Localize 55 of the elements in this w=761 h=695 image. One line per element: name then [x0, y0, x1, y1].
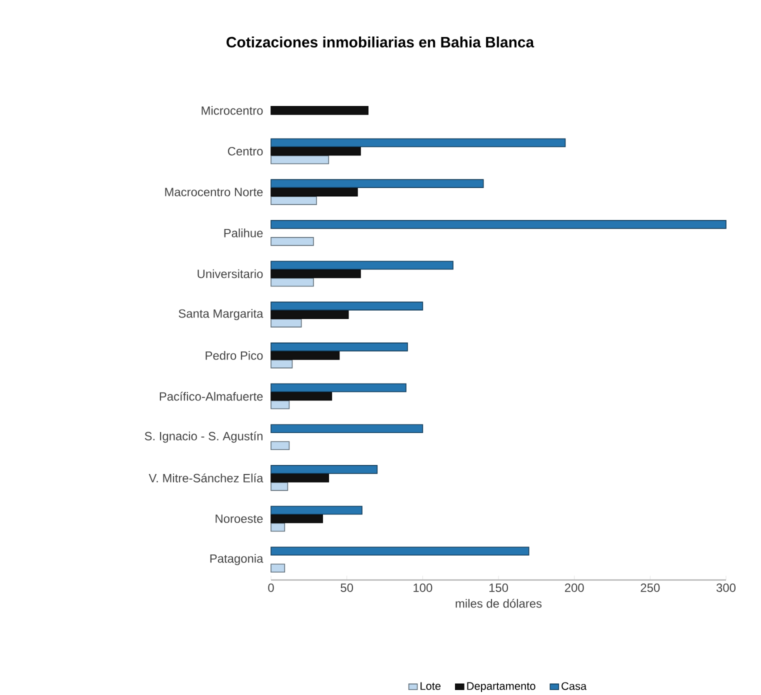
bar — [270, 506, 362, 514]
y-tick-label: Pacífico-Almafuerte — [160, 392, 263, 401]
bar — [270, 342, 408, 352]
bar — [270, 138, 566, 147]
bar — [270, 310, 349, 319]
x-tick-label: 200 — [564, 583, 584, 592]
bar — [270, 473, 330, 482]
bar — [270, 155, 330, 164]
x-tick-label: 300 — [716, 583, 736, 592]
x-tick-label: 0 — [268, 583, 274, 592]
bar — [270, 146, 361, 156]
legend-label: Casa — [562, 682, 587, 690]
x-tick-label: 100 — [414, 583, 432, 592]
bar — [270, 196, 317, 205]
bar — [270, 482, 288, 491]
y-tick-label: Santa Margarita — [178, 308, 264, 320]
bar — [270, 424, 424, 433]
bar — [270, 236, 314, 246]
bar — [270, 302, 424, 310]
bar — [270, 179, 484, 188]
y-tick-label: Noroeste — [216, 514, 263, 523]
legend-label: Departamento — [467, 682, 536, 692]
bar — [270, 392, 332, 400]
y-tick-label: Pedro Pico — [206, 350, 263, 360]
x-axis-title: miles de dólares — [456, 598, 542, 608]
y-tick-label: V. Mitre-Sánchez Elía — [148, 473, 264, 482]
bar — [270, 564, 286, 572]
bar — [270, 522, 286, 532]
bar — [270, 514, 323, 523]
bar — [270, 350, 340, 360]
bar — [270, 188, 358, 196]
bar — [270, 278, 314, 286]
y-tick-label: Patagonia — [210, 554, 264, 566]
bar — [270, 220, 726, 229]
bar — [270, 464, 378, 474]
bar — [270, 359, 293, 368]
chart-title: Cotizaciones inmobiliarias en Bahia Blanca — [226, 36, 534, 48]
bar — [270, 269, 361, 278]
bar — [270, 400, 290, 409]
y-tick-label: Microcentro — [202, 106, 263, 115]
y-tick-label: Macrocentro Norte — [165, 188, 263, 196]
y-tick-label: S. Ignacio - S. Agustín — [144, 431, 262, 443]
bar — [270, 106, 368, 115]
x-tick-label: 50 — [340, 583, 354, 592]
bar — [270, 441, 290, 450]
bar — [270, 318, 302, 328]
y-tick-label: Universitario — [198, 269, 263, 278]
bar — [270, 260, 454, 270]
x-tick-label: 250 — [640, 583, 660, 592]
bar — [270, 383, 406, 392]
x-tick-label: 150 — [489, 583, 508, 592]
bar — [270, 546, 530, 556]
y-tick-label: Centro — [228, 146, 263, 156]
y-tick-label: Palihue — [224, 228, 263, 238]
legend-label: Lote — [420, 682, 441, 690]
